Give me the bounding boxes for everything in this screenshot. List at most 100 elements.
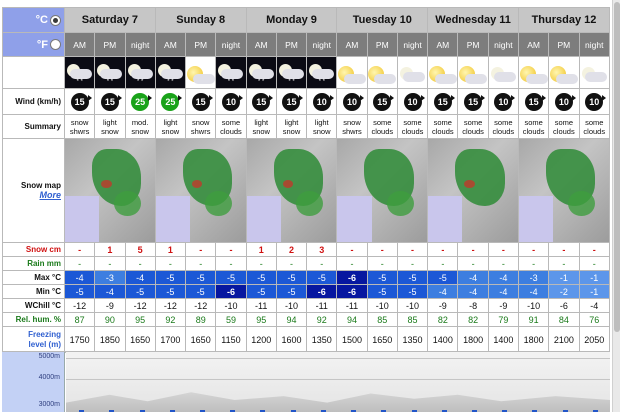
humidity-value: 94: [336, 312, 368, 327]
wind-value: 15: [70, 92, 92, 111]
summary-line: some: [585, 117, 604, 127]
snow-map-image[interactable]: [64, 138, 156, 243]
summary-line: light: [284, 117, 299, 127]
max-temp-value: -4: [487, 270, 519, 285]
humidity-value: 85: [366, 312, 398, 327]
summary-cell: some clouds: [487, 114, 519, 139]
wind-value: 10: [494, 92, 516, 111]
min-temp-value: -6: [215, 284, 247, 299]
freezing-level-marker: [321, 410, 326, 412]
fahrenheit-toggle[interactable]: °F: [2, 32, 65, 57]
altitude-axis: 5000m 4000m 3000m: [2, 352, 65, 412]
humidity-value: 59: [215, 312, 247, 327]
summary-line: snow: [131, 126, 149, 136]
max-temp-value: -5: [245, 270, 277, 285]
wind-arrow-icon: 15: [517, 88, 550, 115]
cloud-moon-icon: [578, 56, 611, 89]
summary-line: clouds: [431, 126, 454, 136]
humidity-value: 89: [185, 312, 217, 327]
rain-value: -: [578, 256, 611, 271]
day-header: Tuesday 10: [336, 7, 429, 33]
period-cell: night: [487, 32, 519, 57]
min-temp-label: Min °C: [2, 284, 65, 299]
snow-cloud-moon-icon: * *: [124, 56, 156, 89]
vertical-scrollbar[interactable]: [612, 0, 620, 412]
wind-arrow-icon: 25: [154, 88, 187, 115]
wind-value: 10: [343, 92, 365, 111]
snow-value: 1: [245, 242, 277, 257]
wind-value: 10: [585, 92, 607, 111]
snow-map-image[interactable]: [517, 138, 611, 243]
freezing-level-value: 1700: [154, 326, 187, 353]
humidity-label: Rel. hum. %: [2, 312, 65, 327]
weather-icon-row: * * * * * * * * * * * * * * * *: [2, 56, 611, 89]
freezing-level-marker: [109, 410, 114, 412]
summary-cell: snow shwrs: [185, 114, 217, 139]
summary-line: snow: [101, 126, 119, 136]
wind-arrow-icon: 15: [366, 88, 398, 115]
period-cell: AM: [154, 32, 187, 57]
rain-value: -: [215, 256, 247, 271]
rain-value: -: [396, 256, 429, 271]
sun-cloud-icon: [457, 56, 489, 89]
snow-map-image[interactable]: [336, 138, 429, 243]
freezing-level-value: 1650: [185, 326, 217, 353]
fahrenheit-radio-icon[interactable]: [50, 39, 61, 51]
snow-map-image[interactable]: [245, 138, 338, 243]
weather-label-cell: [2, 56, 65, 89]
snow-value: -: [578, 242, 611, 257]
summary-line: some: [221, 117, 241, 127]
snow-map-image[interactable]: [154, 138, 247, 243]
wind-chill-value: -10: [396, 298, 429, 313]
humidity-value: 90: [94, 312, 126, 327]
min-temp-value: -5: [63, 284, 96, 299]
wind-chill-value: -6: [548, 298, 580, 313]
summary-cell: some clouds: [215, 114, 247, 139]
humidity-value: 82: [457, 312, 489, 327]
snow-map-image[interactable]: [427, 138, 519, 243]
snow-value: -: [457, 242, 489, 257]
altitude-chart: [66, 352, 610, 412]
summary-cell: some clouds: [578, 114, 611, 139]
summary-line: snow: [313, 126, 331, 136]
freezing-level-marker: [442, 410, 447, 412]
wind-value: 10: [554, 92, 576, 111]
sun-cloud-icon: [548, 56, 580, 89]
celsius-radio-icon[interactable]: [50, 14, 61, 26]
cloud-snow-icon: [185, 56, 217, 89]
summary-line: some: [373, 117, 392, 127]
max-temp-value: -3: [94, 270, 126, 285]
scrollbar-thumb[interactable]: [614, 2, 620, 332]
celsius-toggle[interactable]: °C: [2, 7, 65, 33]
period-cell: night: [396, 32, 429, 57]
snow-cloud-moon-icon: * *: [154, 56, 187, 89]
fahrenheit-label: °F: [36, 38, 48, 51]
summary-line: shwrs: [342, 126, 362, 136]
min-temp-value: -4: [517, 284, 550, 299]
sun-cloud-icon: [517, 56, 550, 89]
summary-line: clouds: [553, 126, 575, 136]
min-temp-value: -4: [94, 284, 126, 299]
max-temp-value: -5: [396, 270, 429, 285]
period-cell: night: [578, 32, 611, 57]
wind-arrow-icon: 10: [306, 88, 338, 115]
more-link[interactable]: More: [39, 190, 61, 200]
min-temp-value: -4: [487, 284, 519, 299]
freezing-level-marker: [79, 410, 84, 412]
wind-value: 15: [524, 92, 546, 111]
summary-label: Summary: [2, 114, 65, 139]
max-temp-value: -1: [548, 270, 580, 285]
wind-value: 10: [312, 92, 334, 111]
period-cell: night: [306, 32, 338, 57]
day-header: Saturday 7: [64, 7, 156, 33]
snow-value: -: [215, 242, 247, 257]
snow-value: -: [63, 242, 96, 257]
summary-line: clouds: [401, 126, 424, 136]
period-cell: PM: [366, 32, 398, 57]
snow-cloud-moon-icon: * *: [275, 56, 308, 89]
humidity-value: 84: [548, 312, 580, 327]
max-temp-value: -4: [457, 270, 489, 285]
min-temp-value: -4: [427, 284, 459, 299]
freezing-level-marker: [593, 410, 598, 412]
summary-line: shwrs: [190, 126, 211, 136]
